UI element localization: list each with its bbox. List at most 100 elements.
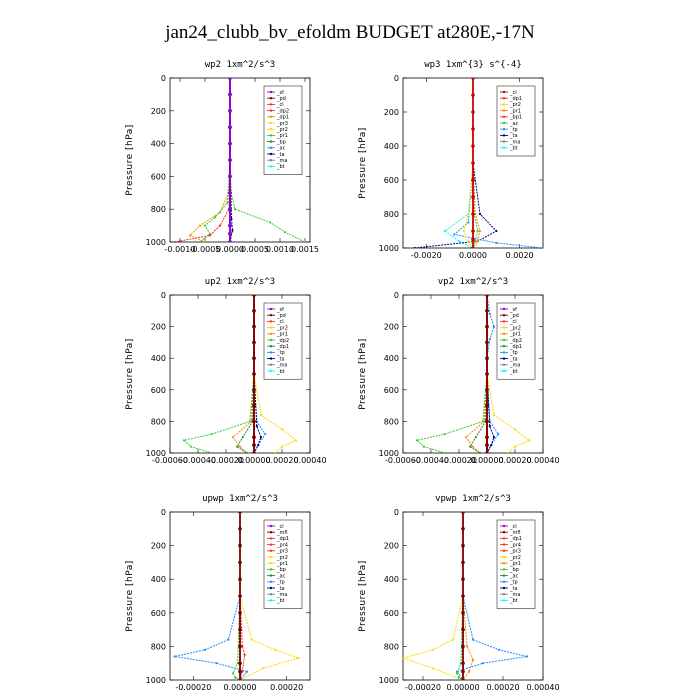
x-tick-label: -0.00020 [405,683,441,692]
legend-marker [502,338,506,342]
data-point [241,436,244,439]
data-point [462,229,465,233]
data-point [203,224,207,227]
data-point [231,672,235,675]
y-tick-label: 1000 [379,449,399,458]
y-axis-label: Pressure [hPa] [358,338,368,410]
y-tick-label: 200 [151,107,166,116]
data-point [238,669,242,674]
legend-label: _pr1 [276,332,288,338]
data-point [478,451,482,453]
legend-label: _pr4 [276,542,288,548]
legend-marker [269,332,273,335]
data-point [467,212,470,216]
legend-marker [502,121,506,125]
legend-marker [502,326,506,329]
data-point [492,325,496,328]
y-tick-label: 800 [151,205,166,214]
y-tick-label: 800 [151,417,166,426]
data-point [474,436,477,439]
series-line-dp1 [189,78,231,242]
x-tick-label: -0.00020 [441,456,477,465]
y-axis-label: Pressure [hPa] [125,124,135,196]
data-point [252,451,256,453]
legend-label: _ma [509,363,520,369]
x-tick-label: 0.00040 [526,456,559,465]
legend-marker [502,357,506,360]
legend-label: _bt [276,598,285,604]
data-point [264,432,267,436]
legend-marker [502,146,506,149]
data-point [485,419,489,424]
y-tick-label: 0 [161,508,166,517]
legend-marker [502,332,506,335]
data-point [465,645,469,648]
x-tick-label: 0.00020 [486,683,519,692]
data-point [252,403,256,408]
data-point [413,246,416,248]
legend-label: _pr2 [509,102,521,108]
panel-title: wp2 1xm^2/s^3 [205,60,275,70]
legend-label: _ac [276,573,286,579]
legend-marker [269,593,273,596]
legend-label: _ac [509,573,519,579]
data-point [255,425,258,428]
data-point [478,229,482,233]
legend-label: _dp2 [276,338,289,344]
legend-marker [502,320,506,323]
legend-label: _pr1 [276,133,288,139]
legend-marker [502,593,506,596]
data-point [467,670,471,673]
legend-marker [269,307,273,311]
data-point [471,212,475,216]
panel-1: wp2 1xm^2/s^3 Pressure [hPa] 0 200 400 600 800… [125,60,319,254]
data-point [233,208,237,211]
legend-marker [502,555,506,559]
y-tick-label: 600 [151,609,166,618]
legend-label: _pd [509,313,519,319]
data-point [203,240,207,242]
legend-marker [502,549,506,552]
panel-title: vp2 1xm^2/s^3 [438,277,508,287]
legend-marker [269,115,273,119]
data-point [228,109,232,113]
data-point [471,246,475,248]
data-point [245,670,249,673]
data-point [238,560,242,565]
data-point [488,425,491,428]
x-tick-label: 0.00000 [446,683,479,692]
legend-label: _ta [509,356,518,362]
data-point [469,445,472,448]
y-tick-label: 200 [384,542,399,551]
data-point [497,432,500,436]
data-point [485,324,489,329]
data-point [234,676,237,679]
legend-label: _pr2 [276,555,288,561]
legend-marker [502,97,506,100]
legend-marker [269,165,273,168]
data-point [252,419,256,424]
data-point [303,240,307,242]
y-tick-label: 400 [151,140,166,149]
legend-label: _pr1 [509,108,521,114]
y-tick-label: 200 [384,108,399,117]
data-point [283,231,287,234]
page-title: jan24_clubb_bv_efoldm BUDGET at280E,-17N [165,22,535,43]
legend-marker [502,568,506,571]
data-point [471,237,475,242]
legend-label: _pr4 [509,542,521,548]
legend-label: _pr1 [509,561,521,567]
y-tick-label: 200 [151,542,166,551]
legend-label: _mfl [509,530,521,536]
y-tick-label: 800 [384,417,399,426]
data-point [485,388,489,392]
y-tick-label: 600 [384,176,399,185]
legend-marker [502,580,506,583]
data-point [525,655,529,658]
data-point [476,240,479,243]
legend-label: _cl [509,319,517,325]
data-point [457,676,461,679]
legend-marker [502,307,506,311]
data-point [467,221,470,224]
data-point [227,638,230,641]
